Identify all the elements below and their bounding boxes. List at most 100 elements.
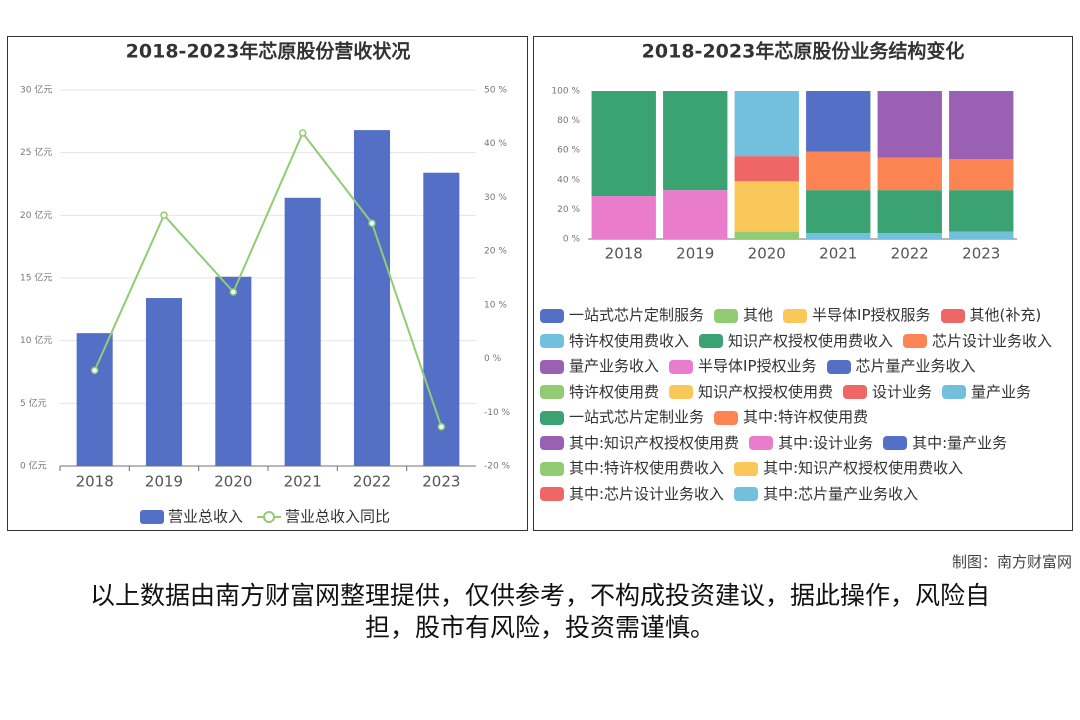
legend-item: 其中:知识产权授权使用费收入 bbox=[734, 456, 963, 482]
y2-tick-label: -20 % bbox=[484, 462, 511, 472]
legend-label: 营业总收入 bbox=[168, 508, 243, 526]
x-tick-label: 2023 bbox=[962, 245, 1000, 263]
y2-tick-label: 0 % bbox=[484, 354, 502, 364]
y2-tick-label: 40 % bbox=[484, 139, 507, 149]
legend-item: 知识产权授权使用费收入 bbox=[699, 329, 893, 355]
legend-item: 其中:知识产权授权使用费 bbox=[540, 431, 739, 457]
legend-swatch bbox=[940, 308, 965, 323]
x-tick-label: 2020 bbox=[748, 245, 786, 263]
y2-tick-label: 10 % bbox=[484, 300, 507, 310]
legend-swatch bbox=[540, 308, 564, 323]
legend-swatch bbox=[540, 385, 564, 400]
legend-swatch bbox=[540, 359, 564, 374]
legend-item: 量产业务收入 bbox=[540, 354, 659, 380]
x-tick-label: 2023 bbox=[422, 473, 460, 491]
bar-segment bbox=[663, 91, 728, 191]
legend-swatch bbox=[734, 487, 759, 502]
bar-segment bbox=[949, 91, 1014, 160]
legend-item: 半导体IP授权业务 bbox=[669, 354, 817, 380]
legend-swatch bbox=[540, 410, 564, 425]
y-tick-label: 5 亿元 bbox=[20, 397, 47, 409]
legend-label: 其他(补充) bbox=[969, 306, 1042, 324]
bar bbox=[284, 197, 321, 466]
legend-swatch bbox=[699, 334, 724, 349]
line-point bbox=[160, 211, 168, 219]
line-point bbox=[368, 219, 376, 227]
bar bbox=[423, 172, 460, 466]
legend-label: 其中:量产业务 bbox=[912, 433, 1008, 452]
y-tick-label: 40 % bbox=[557, 175, 580, 185]
legend-item: 量产业务 bbox=[942, 380, 1031, 406]
bar-segment bbox=[877, 233, 942, 239]
y2-tick-label: 20 % bbox=[484, 247, 507, 257]
bar bbox=[215, 276, 252, 466]
line-point bbox=[90, 366, 99, 375]
bar bbox=[353, 130, 391, 466]
chart-title: 2018-2023年芯原股份营收状况 bbox=[126, 40, 411, 63]
legend-item: 知识产权授权使用费 bbox=[669, 380, 833, 406]
legend-swatch bbox=[669, 385, 694, 400]
y-tick-label: 10 亿元 bbox=[20, 334, 52, 346]
bar-segment bbox=[734, 156, 799, 182]
bar-segment bbox=[734, 231, 799, 239]
legend-label: 其中:芯片量产业务收入 bbox=[763, 484, 919, 503]
legend-item: 芯片量产业务收入 bbox=[826, 354, 976, 380]
legend-swatch bbox=[783, 308, 808, 323]
line-point bbox=[437, 423, 446, 431]
bar-segment bbox=[949, 231, 1014, 239]
legend-swatch bbox=[540, 436, 564, 451]
x-tick-label: 2018 bbox=[605, 245, 643, 263]
legend-label: 其中:知识产权授权使用费收入 bbox=[763, 459, 964, 477]
x-tick-label: 2019 bbox=[676, 245, 714, 263]
legend-label: 半导体IP授权服务 bbox=[812, 306, 931, 324]
bar-segment bbox=[663, 190, 728, 239]
y-tick-label: 80 % bbox=[557, 116, 580, 126]
legend-swatch bbox=[540, 334, 564, 349]
x-tick-label: 2022 bbox=[353, 473, 391, 491]
legend-item: 其他 bbox=[714, 303, 773, 329]
y2-tick-label: 30 % bbox=[484, 193, 507, 203]
legend-swatch bbox=[263, 511, 276, 523]
legend-item: 一站式芯片定制服务 bbox=[540, 303, 704, 329]
legend-item: 其中:量产业务 bbox=[883, 431, 1007, 457]
panel-frame bbox=[533, 36, 1073, 531]
legend-label: 量产业务 bbox=[971, 382, 1032, 401]
bar-segment bbox=[806, 91, 871, 152]
legend-swatch bbox=[826, 359, 851, 374]
legend-label: 芯片设计业务收入 bbox=[932, 331, 1053, 350]
legend-swatch bbox=[883, 436, 908, 451]
x-tick-label: 2021 bbox=[284, 473, 322, 491]
panel-frame bbox=[7, 36, 528, 531]
chart-title: 2018-2023年芯原股份业务结构变化 bbox=[642, 40, 965, 63]
y-tick-label: 25 亿元 bbox=[20, 146, 52, 158]
legend-item: 其中:芯片设计业务收入 bbox=[540, 482, 724, 508]
legend-item: 特许权使用费收入 bbox=[540, 329, 689, 355]
bar-segment bbox=[949, 159, 1014, 191]
bar-segment bbox=[806, 233, 871, 239]
legend-label: 其中:芯片设计业务收入 bbox=[569, 484, 725, 503]
bar-segment bbox=[877, 157, 942, 191]
x-tick-label: 2019 bbox=[145, 473, 183, 491]
legend-swatch bbox=[714, 308, 739, 323]
y-tick-label: 0 % bbox=[563, 235, 581, 245]
legend-swatch bbox=[942, 385, 967, 400]
x-tick-label: 2018 bbox=[76, 473, 114, 491]
legend-swatch bbox=[749, 436, 774, 451]
bar-segment bbox=[806, 151, 871, 191]
y-tick-label: 30 亿元 bbox=[20, 84, 52, 96]
bar-segment bbox=[877, 91, 942, 158]
legend-label: 知识产权授权使用费 bbox=[698, 382, 834, 401]
legend-swatch bbox=[669, 359, 694, 374]
bar-segment bbox=[877, 190, 942, 234]
bar bbox=[76, 333, 113, 466]
bar-segment bbox=[949, 190, 1014, 232]
y-tick-label: 60 % bbox=[557, 146, 580, 156]
legend-label: 特许权使用费收入 bbox=[569, 331, 690, 350]
legend-label: 其中:设计业务 bbox=[778, 433, 874, 452]
legend-label: 其中:特许权使用费收入 bbox=[569, 459, 725, 477]
y-tick-label: 0 亿元 bbox=[20, 460, 47, 472]
bar-segment bbox=[591, 91, 656, 197]
y-tick-label: 100 % bbox=[551, 87, 580, 97]
charts: 2018-2023年芯原股份营收状况 2018-2023年芯原股份业务结构变化 … bbox=[7, 36, 1073, 531]
